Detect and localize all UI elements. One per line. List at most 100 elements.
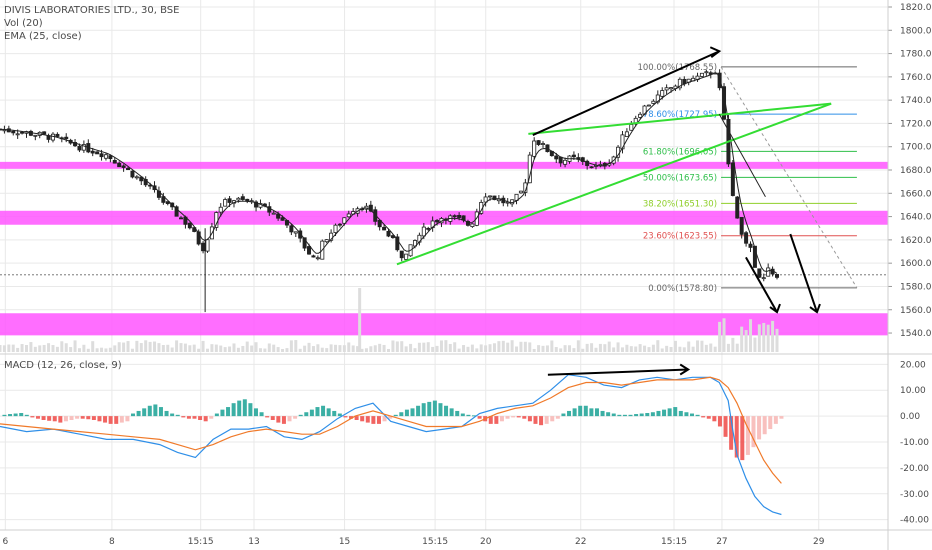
macd-histogram-bar bbox=[91, 416, 96, 420]
volume-bar bbox=[554, 347, 558, 352]
volume-bar bbox=[342, 345, 346, 352]
macd-histogram-bar bbox=[248, 403, 253, 417]
volume-bar bbox=[691, 346, 695, 352]
candle-body bbox=[399, 250, 404, 259]
volume-bar bbox=[484, 345, 488, 352]
volume-bar bbox=[541, 345, 545, 352]
candle-body bbox=[532, 140, 537, 157]
candle-body bbox=[254, 201, 259, 208]
candle-body bbox=[395, 236, 400, 251]
macd-histogram-bar bbox=[567, 410, 572, 417]
volume-bar bbox=[316, 344, 320, 352]
volume-bar bbox=[510, 340, 514, 352]
candle-body bbox=[589, 166, 594, 169]
volume-bar bbox=[351, 345, 355, 352]
candle-body bbox=[103, 154, 108, 159]
projection-line bbox=[718, 113, 766, 198]
macd-histogram-bar bbox=[388, 416, 393, 419]
macd-histogram-bar bbox=[444, 405, 449, 417]
fib-level-label: 100.00%(1768.55) bbox=[637, 63, 717, 73]
volume-bar bbox=[175, 340, 179, 352]
volume-bar bbox=[616, 342, 620, 352]
volume-bar bbox=[135, 340, 139, 352]
macd-histogram-bar bbox=[628, 414, 633, 417]
volume-bar bbox=[682, 347, 686, 352]
ema-indicator-label[interactable]: EMA (25, close) bbox=[4, 31, 82, 42]
volume-indicator-label[interactable]: Vol (20) bbox=[4, 18, 43, 29]
candle-body bbox=[50, 133, 55, 141]
macd-histogram-bar bbox=[650, 412, 655, 417]
candle-body bbox=[629, 124, 634, 131]
volume-bar bbox=[192, 344, 196, 352]
macd-histogram-bar bbox=[606, 412, 611, 417]
candle-body bbox=[33, 134, 38, 137]
macd-histogram-bar bbox=[371, 416, 376, 424]
price-tick-label: 1800.00 bbox=[900, 26, 932, 36]
time-tick-label: 13 bbox=[248, 537, 259, 547]
candle-body bbox=[404, 253, 409, 260]
candle-body bbox=[677, 78, 682, 89]
candle-body bbox=[435, 219, 440, 223]
volume-bar bbox=[634, 346, 638, 352]
volume-bar bbox=[466, 346, 470, 352]
candle-body bbox=[337, 223, 342, 226]
candle-body bbox=[179, 217, 184, 220]
volume-bar bbox=[232, 343, 236, 352]
volume-bar bbox=[537, 345, 541, 352]
macd-histogram-bar bbox=[740, 416, 745, 461]
volume-bar bbox=[258, 348, 262, 352]
volume-bar bbox=[766, 324, 770, 352]
volume-bar bbox=[523, 341, 527, 352]
macd-histogram-bar bbox=[337, 413, 342, 417]
ema-path bbox=[0, 72, 778, 274]
macd-tick-label: 10.00 bbox=[900, 386, 926, 396]
candle-body bbox=[730, 162, 735, 196]
macd-histogram-bar bbox=[158, 407, 163, 417]
macd-histogram-bar bbox=[438, 403, 443, 417]
candle-body bbox=[218, 206, 223, 213]
macd-histogram-bar bbox=[58, 416, 63, 423]
volume-bar bbox=[369, 346, 373, 352]
candle-body bbox=[90, 150, 95, 154]
candle-body bbox=[117, 162, 122, 168]
macd-histogram-bar bbox=[181, 416, 186, 418]
candle-body bbox=[452, 215, 457, 218]
volume-bar bbox=[607, 341, 611, 352]
volume-bar bbox=[501, 340, 505, 352]
volume-bar bbox=[413, 348, 417, 352]
macd-histogram-bar bbox=[561, 413, 566, 417]
volume-bar bbox=[515, 346, 519, 352]
macd-histogram-bar bbox=[499, 416, 504, 422]
macd-histogram-bar bbox=[360, 416, 365, 422]
macd-histogram-bar bbox=[544, 416, 549, 424]
price-tick-label: 1700.00 bbox=[900, 143, 932, 153]
candle-body bbox=[541, 143, 546, 145]
volume-bar bbox=[197, 348, 201, 352]
candle-body bbox=[108, 155, 113, 160]
price-tick-label: 1600.00 bbox=[900, 259, 932, 269]
volume-bar bbox=[740, 326, 744, 352]
macd-histogram-bar bbox=[667, 408, 672, 417]
volume-bar bbox=[718, 321, 722, 352]
candle-body bbox=[775, 274, 780, 278]
macd-histogram-bar bbox=[449, 408, 454, 417]
candle-body bbox=[346, 213, 351, 218]
macd-histogram-bar bbox=[69, 416, 74, 420]
candle-body bbox=[465, 221, 470, 226]
volume-bar bbox=[276, 347, 280, 352]
volume-bar bbox=[307, 342, 311, 352]
volume-bar bbox=[334, 344, 338, 352]
macd-histogram-bar bbox=[416, 405, 421, 417]
volume-bar bbox=[448, 343, 452, 352]
candle-body bbox=[240, 196, 245, 200]
volume-bar bbox=[722, 318, 726, 352]
macd-histogram-bar bbox=[298, 414, 303, 417]
volume-bar bbox=[60, 341, 64, 352]
macd-histogram-bar bbox=[717, 416, 722, 427]
candle-body bbox=[744, 232, 749, 244]
volume-bar bbox=[749, 319, 753, 352]
volume-bar bbox=[594, 347, 598, 352]
macd-histogram-bar bbox=[611, 413, 616, 417]
macd-indicator-label[interactable]: MACD (12, 26, close, 9) bbox=[4, 360, 122, 371]
